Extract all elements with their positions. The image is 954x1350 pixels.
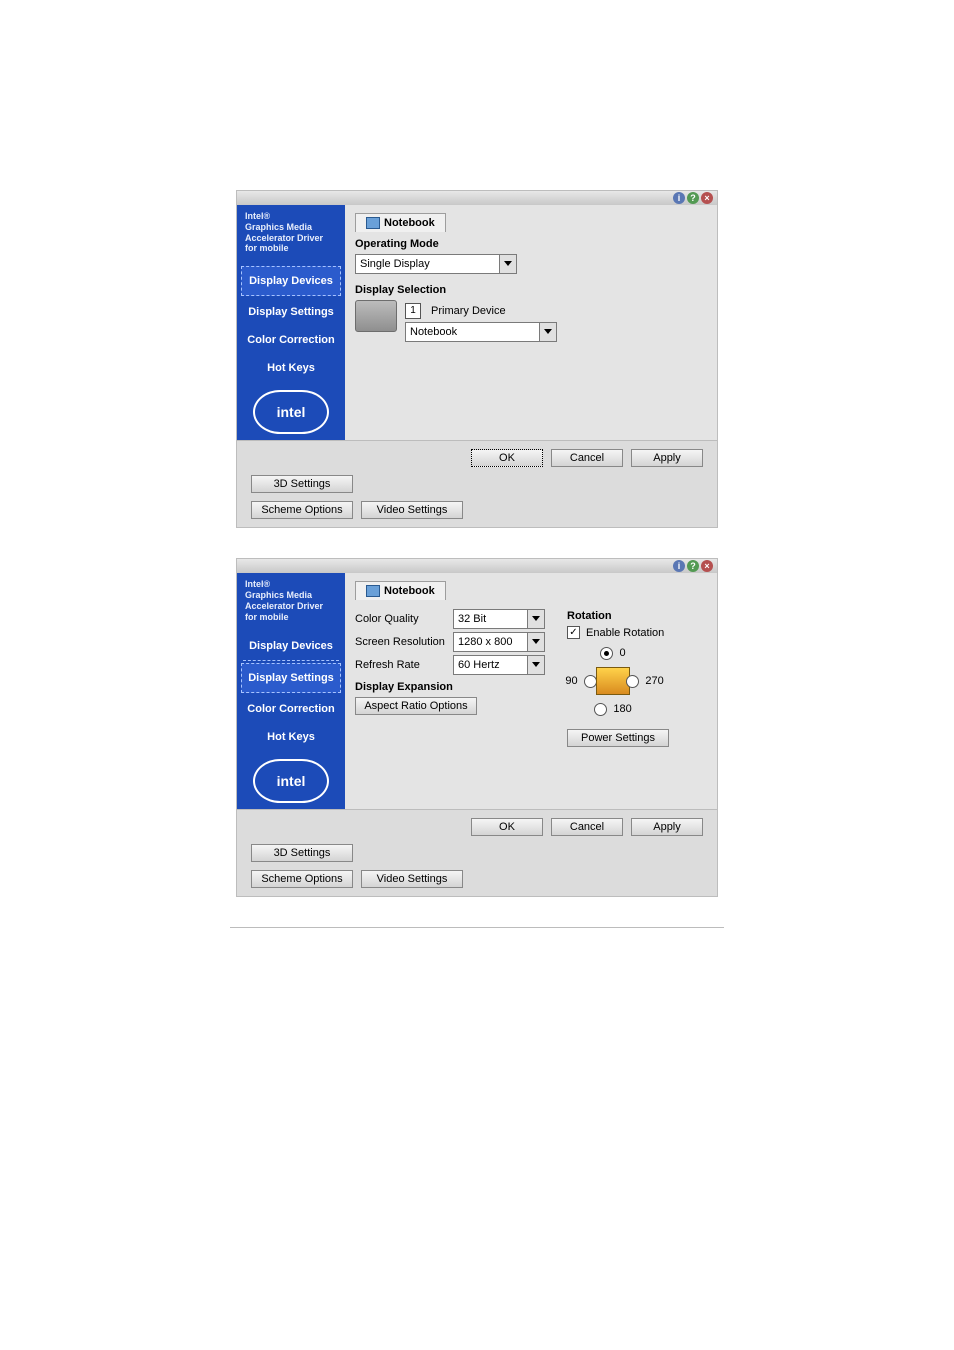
cancel-button[interactable]: Cancel (551, 449, 623, 467)
ok-button[interactable]: OK (471, 449, 543, 467)
enable-rotation-checkbox[interactable] (567, 626, 580, 639)
titlebar-close-icon[interactable]: × (701, 560, 713, 572)
sidebar-item-display-settings[interactable]: Display Settings (241, 663, 341, 693)
section-operating-mode-label: Operating Mode (355, 238, 707, 250)
tab-notebook[interactable]: Notebook (355, 581, 446, 600)
chevron-down-icon[interactable] (527, 610, 544, 628)
rotation-270-label: 270 (645, 675, 663, 687)
ok-button[interactable]: OK (471, 818, 543, 836)
titlebar: i ? × (237, 559, 717, 573)
intel-logo-icon: intel (253, 390, 329, 434)
operating-mode-select[interactable]: Single Display (355, 254, 517, 274)
screen-resolution-value: 1280 x 800 (454, 634, 527, 650)
refresh-rate-value: 60 Hertz (454, 657, 527, 673)
apply-button[interactable]: Apply (631, 449, 703, 467)
brand-label: Intel® Graphics Media Accelerator Driver… (237, 573, 345, 632)
sidebar: Intel® Graphics Media Accelerator Driver… (237, 205, 345, 440)
chevron-down-icon[interactable] (539, 323, 556, 341)
monitor-icon (366, 217, 380, 229)
titlebar: i ? × (237, 191, 717, 205)
dialog-footer: OK Cancel Apply 3D Settings Scheme Optio… (237, 809, 717, 896)
dialog-display-devices: i ? × Intel® Graphics Media Accelerator … (236, 190, 718, 528)
brand-label: Intel® Graphics Media Accelerator Driver… (237, 205, 345, 264)
rotation-0-radio[interactable] (600, 647, 613, 660)
rotation-90-label: 90 (565, 675, 577, 687)
rotation-0-label: 0 (619, 647, 625, 659)
sidebar-item-display-devices[interactable]: Display Devices (241, 266, 341, 296)
sidebar-item-display-settings[interactable]: Display Settings (237, 298, 345, 326)
video-settings-button[interactable]: Video Settings (361, 870, 463, 888)
chevron-down-icon[interactable] (527, 656, 544, 674)
content-pane: Notebook Operating Mode Single Display D… (345, 205, 717, 440)
display-index-badge: 1 (405, 303, 421, 319)
content-pane: Notebook Color Quality 32 Bit (345, 573, 717, 809)
screen-resolution-label: Screen Resolution (355, 636, 447, 648)
3d-settings-button[interactable]: 3D Settings (251, 475, 353, 493)
sidebar: Intel® Graphics Media Accelerator Driver… (237, 573, 345, 809)
enable-rotation-label: Enable Rotation (586, 627, 664, 639)
refresh-rate-label: Refresh Rate (355, 659, 447, 671)
color-quality-label: Color Quality (355, 613, 447, 625)
titlebar-help-icon[interactable]: ? (687, 560, 699, 572)
primary-device-label: Primary Device (431, 305, 506, 317)
dialog-display-settings: i ? × Intel® Graphics Media Accelerator … (236, 558, 718, 897)
rotation-180-radio[interactable] (594, 703, 607, 716)
sidebar-item-hot-keys[interactable]: Hot Keys (237, 723, 345, 751)
rotation-preview-icon (596, 667, 630, 695)
video-settings-button[interactable]: Video Settings (361, 501, 463, 519)
tab-notebook[interactable]: Notebook (355, 213, 446, 232)
color-quality-value: 32 Bit (454, 611, 527, 627)
3d-settings-button[interactable]: 3D Settings (251, 844, 353, 862)
laptop-icon (355, 300, 397, 332)
dialog-footer: OK Cancel Apply 3D Settings Scheme Optio… (237, 440, 717, 527)
rotation-label: Rotation (567, 610, 707, 622)
rotation-90-radio[interactable] (584, 675, 597, 688)
titlebar-help-icon[interactable]: ? (687, 192, 699, 204)
rotation-180-label: 180 (613, 703, 631, 715)
operating-mode-value: Single Display (356, 256, 499, 272)
refresh-rate-select[interactable]: 60 Hertz (453, 655, 545, 675)
display-expansion-label: Display Expansion (355, 681, 557, 693)
scheme-options-button[interactable]: Scheme Options (251, 870, 353, 888)
primary-device-value: Notebook (406, 324, 539, 340)
apply-button[interactable]: Apply (631, 818, 703, 836)
page-divider (230, 927, 724, 928)
sidebar-item-color-correction[interactable]: Color Correction (237, 695, 345, 723)
primary-device-select[interactable]: Notebook (405, 322, 557, 342)
cancel-button[interactable]: Cancel (551, 818, 623, 836)
scheme-options-button[interactable]: Scheme Options (251, 501, 353, 519)
chevron-down-icon[interactable] (499, 255, 516, 273)
chevron-down-icon[interactable] (527, 633, 544, 651)
color-quality-select[interactable]: 32 Bit (453, 609, 545, 629)
tab-label: Notebook (384, 585, 435, 597)
screen-resolution-select[interactable]: 1280 x 800 (453, 632, 545, 652)
titlebar-close-icon[interactable]: × (701, 192, 713, 204)
titlebar-info-icon[interactable]: i (673, 192, 685, 204)
sidebar-item-hot-keys[interactable]: Hot Keys (237, 354, 345, 382)
rotation-270-radio[interactable] (626, 675, 639, 688)
sidebar-item-display-devices[interactable]: Display Devices (243, 632, 339, 661)
power-settings-button[interactable]: Power Settings (567, 729, 669, 747)
aspect-ratio-options-button[interactable]: Aspect Ratio Options (355, 697, 477, 715)
section-display-selection-label: Display Selection (355, 284, 707, 296)
intel-logo-icon: intel (253, 759, 329, 803)
monitor-icon (366, 585, 380, 597)
sidebar-item-color-correction[interactable]: Color Correction (237, 326, 345, 354)
rotation-panel: Rotation Enable Rotation 0 90 270 (567, 606, 707, 747)
titlebar-info-icon[interactable]: i (673, 560, 685, 572)
tab-label: Notebook (384, 217, 435, 229)
